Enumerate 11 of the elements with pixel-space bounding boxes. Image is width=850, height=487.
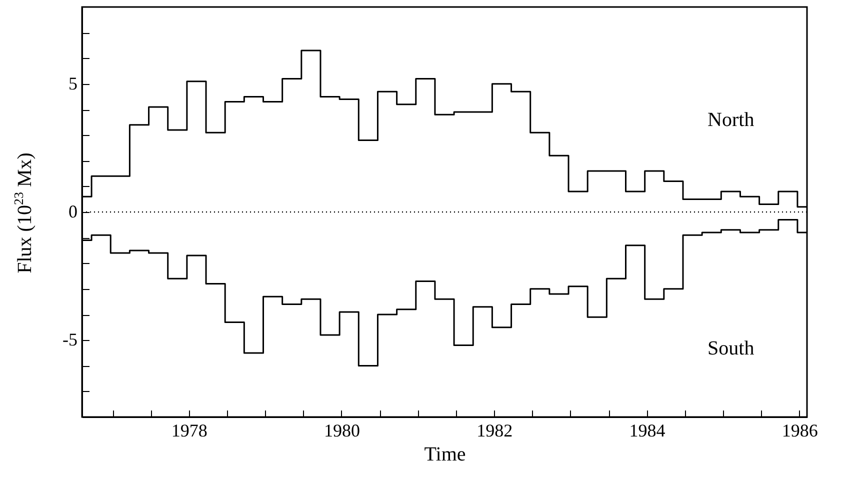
y-tick-label: -5 [62,330,78,350]
x-tick-label: 1978 [171,420,208,440]
x-tick-label: 1982 [476,420,513,440]
x-tick-label: 1986 [782,420,818,440]
text: North [708,108,754,131]
x-tick-label: 1984 [629,420,666,440]
x-axis-title: Time [424,444,466,466]
text: South [708,337,754,360]
x-tick-label: 1980 [324,420,360,440]
y-tick-label: 0 [68,202,78,222]
y-tick-label: 5 [68,73,78,94]
